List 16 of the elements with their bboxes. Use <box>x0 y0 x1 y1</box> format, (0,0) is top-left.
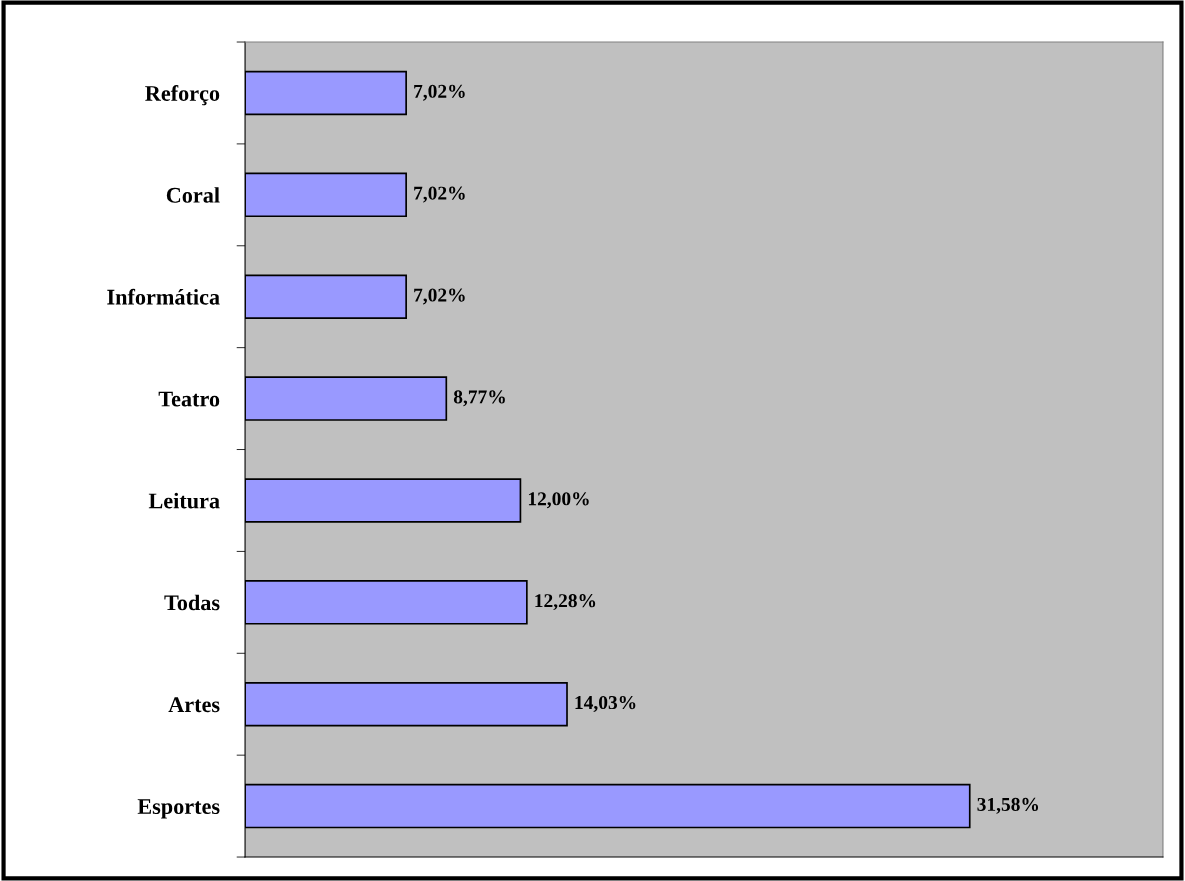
y-tick-label: Todas <box>164 594 220 611</box>
data-label: 7,02% <box>414 84 465 101</box>
data-label: 7,02% <box>414 288 465 305</box>
data-label: 12,28% <box>535 594 596 611</box>
data-label: 8,77% <box>453 390 505 407</box>
y-tick-label: Artes <box>168 697 220 713</box>
y-tick-label: Teatro <box>158 391 220 407</box>
y-tick-label: Esportes <box>137 799 220 819</box>
data-label: 7,02% <box>414 186 465 203</box>
y-tick-label: Leitura <box>148 492 220 509</box>
y-tick-label: Reforço <box>145 85 220 106</box>
data-label: 12,00% <box>528 492 589 509</box>
data-label: 31,58% <box>977 797 1039 814</box>
data-label: 14,03% <box>575 695 636 712</box>
y-tick-label: Coral <box>166 187 220 203</box>
y-tick-label: Informática <box>107 288 220 305</box>
